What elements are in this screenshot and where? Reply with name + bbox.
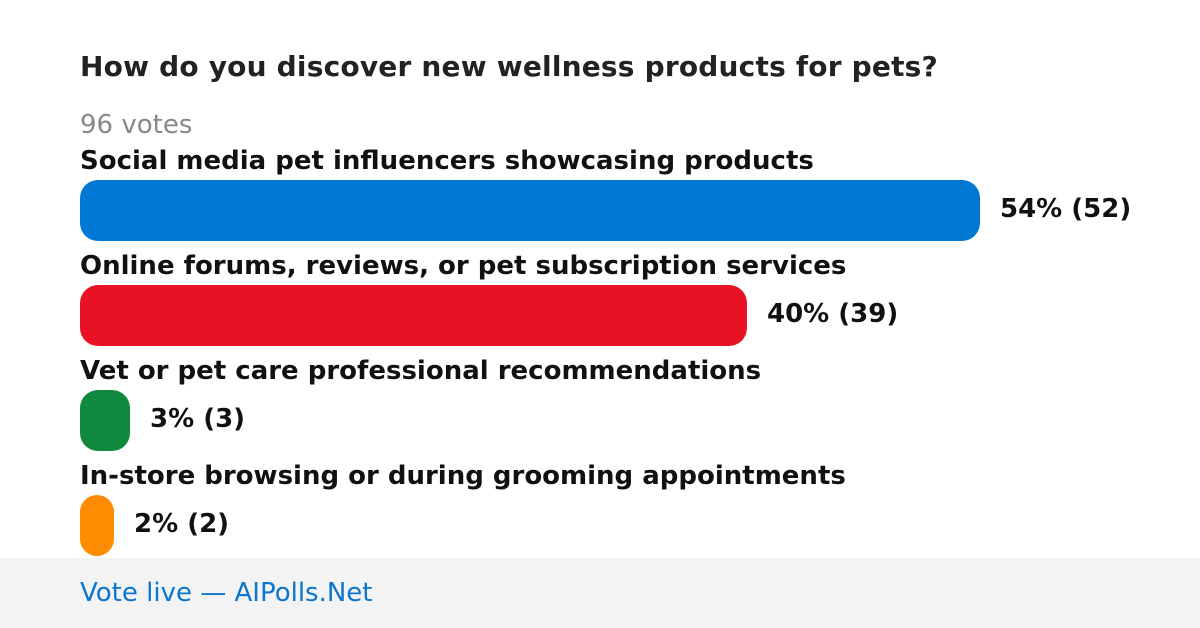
option-label: Online forums, reviews, or pet subscript…: [80, 251, 847, 281]
vote-live-link[interactable]: Vote live — AIPolls.Net: [80, 578, 373, 608]
poll-option[interactable]: Online forums, reviews, or pet subscript…: [80, 251, 1180, 360]
vote-count: 96 votes: [80, 110, 193, 140]
poll-option[interactable]: Vet or pet care professional recommendat…: [80, 356, 1180, 465]
option-label: In-store browsing or during grooming app…: [80, 461, 846, 491]
result-value: 54% (52): [1000, 194, 1132, 224]
result-bar: [80, 180, 980, 241]
poll-option[interactable]: Social media pet influencers showcasing …: [80, 146, 1180, 255]
result-bar: [80, 285, 747, 346]
result-bar: [80, 495, 114, 556]
result-value: 40% (39): [767, 299, 899, 329]
option-label: Vet or pet care professional recommendat…: [80, 356, 762, 386]
result-value: 3% (3): [150, 404, 246, 434]
option-label: Social media pet influencers showcasing …: [80, 146, 814, 176]
poll-option[interactable]: In-store browsing or during grooming app…: [80, 461, 1180, 570]
poll-title: How do you discover new wellness product…: [80, 50, 938, 83]
footer: Vote live — AIPolls.Net: [0, 558, 1200, 628]
result-value: 2% (2): [134, 509, 230, 539]
result-bar: [80, 390, 130, 451]
